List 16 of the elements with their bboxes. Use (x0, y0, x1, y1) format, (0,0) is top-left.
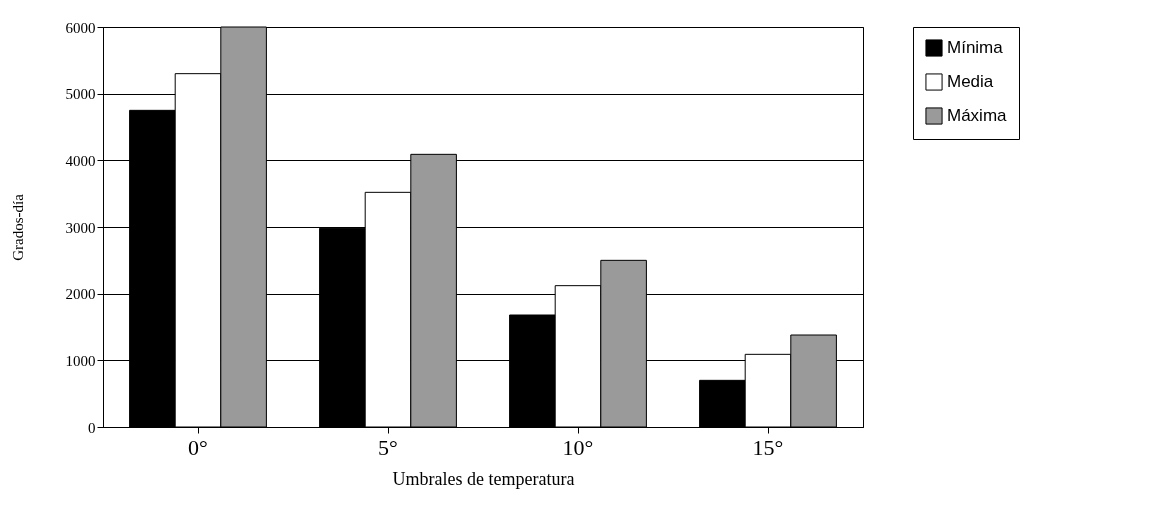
x-axis-title: Umbrales de temperatura (392, 468, 575, 489)
x-tick-label: 0° (188, 434, 208, 460)
x-tick-label: 15° (752, 434, 784, 460)
y-tick-label: 1000 (65, 352, 96, 369)
y-tick-label: 0 (88, 419, 96, 436)
y-tick-label: 5000 (65, 86, 96, 103)
y-tick-label: 4000 (65, 152, 96, 169)
y-tick-label: 6000 (65, 19, 96, 36)
legend-label: Máxima (947, 106, 1008, 125)
x-tick-label: 10° (562, 434, 594, 460)
legend-label: Media (947, 72, 994, 91)
y-tick-label: 3000 (65, 219, 96, 236)
x-tick-label: 5° (378, 434, 398, 460)
y-axis-title: Grados-día (9, 193, 26, 261)
legend-label: Mínima (947, 38, 1004, 57)
y-tick-label: 2000 (65, 286, 96, 303)
